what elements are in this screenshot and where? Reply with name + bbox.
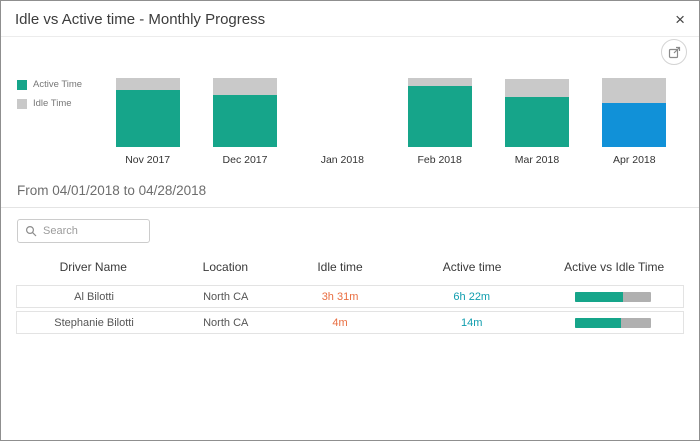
search-box xyxy=(17,219,150,243)
active-bar-fill xyxy=(575,317,621,328)
active-segment xyxy=(504,97,569,147)
section-divider xyxy=(1,207,699,208)
active-bar-fill xyxy=(575,291,624,302)
bar-column: Apr 2018 xyxy=(586,63,683,167)
cell-driver-name: Al Bilotti xyxy=(74,290,114,303)
legend-item[interactable]: Idle Time xyxy=(17,98,99,109)
stacked-bar[interactable] xyxy=(212,78,277,147)
period-label: From 04/01/2018 to 04/28/2018 xyxy=(17,183,207,198)
table-row[interactable]: Stephanie Bilotti North CA 4m 14m xyxy=(16,311,684,334)
chart-section: Active Time Idle Time Nov 2017 Dec 2017 Jan… xyxy=(1,63,699,167)
cell-idle-time: 4m xyxy=(332,316,348,329)
month-label: Jan 2018 xyxy=(320,154,364,166)
legend-label: Idle Time xyxy=(33,98,72,109)
legend-swatch xyxy=(17,98,27,109)
active-segment xyxy=(602,103,667,147)
active-vs-idle-bar xyxy=(575,317,652,328)
modal-header: Idle vs Active time - Monthly Progress × xyxy=(1,1,699,37)
modal-title: Idle vs Active time - Monthly Progress xyxy=(15,11,266,28)
idle-segment xyxy=(212,78,277,95)
idle-segment xyxy=(504,79,569,97)
active-segment xyxy=(115,90,180,147)
stacked-bar[interactable] xyxy=(504,79,569,147)
month-label: Nov 2017 xyxy=(125,154,171,166)
bar-column: Dec 2017 xyxy=(196,63,293,167)
cell-active-time: 14m xyxy=(461,316,483,329)
stacked-bar[interactable] xyxy=(602,78,667,147)
active-vs-idle-bar xyxy=(575,291,652,302)
search-input[interactable] xyxy=(43,225,142,237)
cell-active-vs-idle xyxy=(544,317,683,328)
month-label: Feb 2018 xyxy=(417,154,462,166)
active-segment xyxy=(212,95,277,147)
month-label: Dec 2017 xyxy=(222,154,268,166)
col-header-active-time: Active time xyxy=(442,260,502,274)
idle-segment xyxy=(115,78,180,90)
idle-segment xyxy=(602,78,667,103)
cell-location: North CA xyxy=(203,290,249,303)
idle-segment xyxy=(407,78,472,86)
active-segment xyxy=(407,86,472,147)
col-header-driver-name: Driver Name xyxy=(59,260,127,274)
bar-column: Mar 2018 xyxy=(488,63,585,167)
chart-legend: Active Time Idle Time xyxy=(17,63,99,167)
legend-swatch xyxy=(17,79,27,90)
col-header-active-vs-idle: Active vs Idle Time xyxy=(564,260,665,274)
table-header-row: Driver Name Location Idle time Active ti… xyxy=(16,251,684,282)
month-label: Apr 2018 xyxy=(612,154,656,166)
drivers-table: Driver Name Location Idle time Active ti… xyxy=(16,251,684,334)
export-icon xyxy=(668,46,681,59)
stacked-bar[interactable] xyxy=(407,78,472,147)
legend-label: Active Time xyxy=(33,79,83,90)
col-header-location: Location xyxy=(202,260,249,274)
bar-column: Nov 2017 xyxy=(99,63,196,167)
cell-driver-name: Stephanie Bilotti xyxy=(54,316,134,329)
chart-bars: Nov 2017 Dec 2017 Jan 2018 Feb 2018 Mar 2018… xyxy=(99,63,683,167)
close-icon[interactable]: × xyxy=(675,10,685,29)
cell-idle-time: 3h 31m xyxy=(321,290,359,303)
stacked-bar[interactable] xyxy=(115,78,180,147)
table-row[interactable]: Al Bilotti North CA 3h 31m 6h 22m xyxy=(16,285,684,308)
cell-active-time: 6h 22m xyxy=(453,290,491,303)
bar-column: Jan 2018 xyxy=(294,63,391,167)
bar-column: Feb 2018 xyxy=(391,63,488,167)
search-icon xyxy=(25,225,37,237)
table-body: Al Bilotti North CA 3h 31m 6h 22m Stephanie … xyxy=(16,285,684,334)
export-button[interactable] xyxy=(661,39,687,65)
month-label: Mar 2018 xyxy=(514,154,560,166)
col-header-idle-time: Idle time xyxy=(317,260,363,274)
legend-item[interactable]: Active Time xyxy=(17,79,99,90)
cell-location: North CA xyxy=(203,316,249,329)
cell-active-vs-idle xyxy=(544,291,683,302)
